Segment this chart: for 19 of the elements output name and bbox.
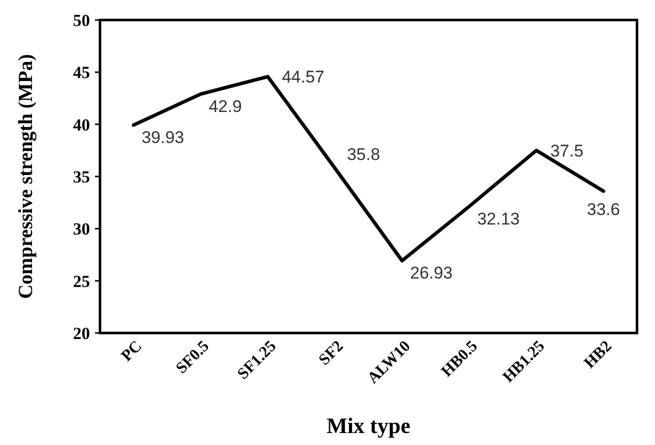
y-tick-label: 45 [73, 63, 90, 82]
y-tick-label: 40 [73, 115, 90, 134]
data-label: 33.6 [586, 200, 620, 220]
x-tick-label: SF2 [316, 338, 347, 369]
y-tick-label: 35 [73, 167, 90, 186]
y-tick-label: 25 [73, 272, 90, 291]
data-label: 44.57 [282, 68, 324, 87]
y-tick-label: 50 [73, 10, 90, 30]
data-label: 32.13 [477, 209, 520, 228]
data-label: 35.8 [346, 145, 380, 164]
y-axis-title: Compressive strength (MPa) [15, 54, 37, 299]
data-label: 42.9 [208, 97, 242, 116]
data-label: 37.5 [550, 141, 584, 160]
x-axis-title: Mix type [326, 413, 411, 438]
data-label: 39.93 [142, 128, 184, 148]
y-tick-label: 20 [73, 324, 90, 343]
y-tick-label: 30 [73, 220, 90, 239]
x-tick-label: PC [118, 338, 146, 365]
data-label: 26.93 [410, 264, 453, 283]
